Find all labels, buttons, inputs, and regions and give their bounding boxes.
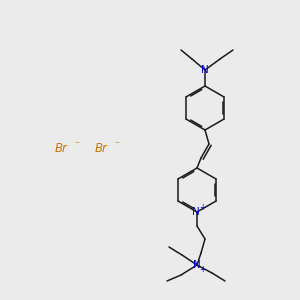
- Text: Br: Br: [55, 142, 68, 154]
- Text: Br: Br: [95, 142, 108, 154]
- Text: ⁻: ⁻: [74, 140, 79, 150]
- Text: N: N: [193, 260, 201, 270]
- Text: +: +: [199, 203, 205, 212]
- Text: ⁻: ⁻: [114, 140, 119, 150]
- Text: N: N: [201, 65, 209, 75]
- Text: +: +: [199, 265, 205, 274]
- Text: N: N: [192, 207, 200, 217]
